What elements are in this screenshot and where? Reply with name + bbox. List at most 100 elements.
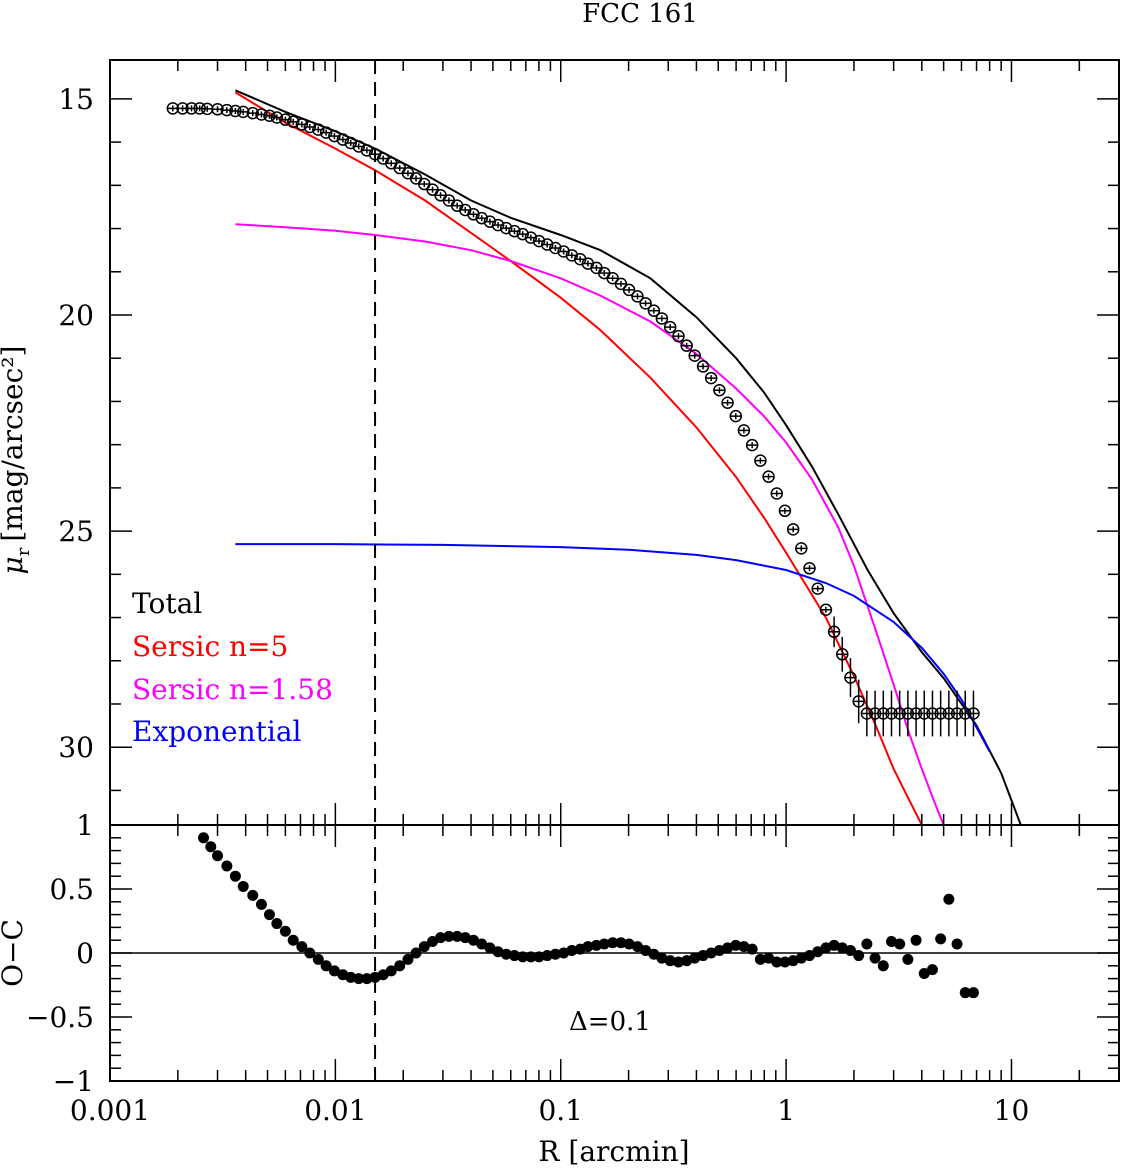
profile-point [696,360,710,373]
residual-point [910,934,922,946]
y-tick-label: 25 [58,515,94,548]
residual-point [287,934,299,946]
profile-point [844,658,857,698]
residual-point [935,933,947,945]
residual-point [237,880,249,892]
residual-point [926,964,938,976]
profile-point [967,690,980,737]
legend: Total Sersic n=5 Sersic n=1.58 Exponenti… [132,587,333,748]
residual-points [198,832,979,999]
residual-point [656,952,668,964]
residual-point [672,956,684,968]
residual-point [640,944,652,956]
residual-point [517,951,529,963]
legend-exponential: Exponential [132,715,302,748]
residual-point [533,951,545,963]
profile-point [376,152,390,165]
bottom-axis-ticks [109,824,1120,1082]
y-tick-label: 30 [58,731,94,764]
profile-point [409,172,423,185]
residual-point [959,987,971,999]
residual-point [812,946,824,958]
top-axis-ticks [109,60,1120,825]
profile-point [229,104,242,118]
x-axis-label: R [arcmin] [538,1135,689,1168]
residual-point [443,930,455,942]
profile-point [770,487,784,500]
y-tick-label: 0.5 [49,873,94,906]
x-tick-label: 1 [777,1094,795,1127]
residual-point [754,953,766,965]
x-tick-label: 0.1 [538,1094,583,1127]
residual-point [320,960,332,972]
top-y-tick-labels: 15 20 25 30 [58,83,94,764]
residual-point [664,955,676,967]
profile-point [385,157,398,170]
residual-point [476,938,488,950]
residual-point [598,938,610,950]
y-tick-label: −1 [53,1065,94,1098]
residual-point [730,939,742,951]
profile-point [319,126,333,139]
residual-point [394,960,406,972]
profile-point [606,272,619,285]
profile-point [795,542,808,555]
profile-point [729,409,743,423]
residual-point [361,973,373,985]
residual-point [631,941,643,953]
x-tick-label: 0.01 [304,1094,366,1127]
profile-point [426,183,439,196]
profile-point [393,161,406,175]
residual-point [877,960,889,972]
residual-point [844,944,856,956]
profile-point [819,603,833,617]
residual-point [312,953,324,965]
delta-annotation: Δ=0.1 [569,1007,651,1037]
residual-point [746,943,758,955]
profile-point [434,189,447,202]
residual-point [410,947,422,959]
residual-point [328,965,340,977]
profile-point [754,454,767,467]
residual-point [779,956,791,968]
residual-point [247,889,259,901]
profile-point [836,636,849,672]
profile-point [721,396,734,409]
residual-point [229,870,241,882]
legend-sersic-n5: Sersic n=5 [132,630,288,663]
profile-point [778,504,792,518]
profile-point [680,339,693,352]
residual-point [279,925,291,937]
residual-point [803,950,815,962]
residual-point [353,973,365,985]
x-tick-label: 10 [994,1094,1030,1127]
profile-point [639,297,652,310]
profile-point [655,312,669,325]
residual-point [705,947,717,959]
residual-point [918,967,930,979]
residual-panel-frame [109,824,1120,1082]
profile-point [255,108,268,121]
residual-point [467,934,479,946]
curve-exponential [235,543,991,752]
top-y-axis-label: μr[mag/arcsec²] [0,346,34,575]
profile-point [745,438,759,452]
chart-title: FCC 161 [582,0,698,29]
y-tick-label: 15 [58,83,94,116]
profile-point [704,371,718,385]
profile-point [737,424,751,437]
residual-point [435,932,447,944]
residual-point [541,950,553,962]
profile-point [418,177,431,191]
residual-point [951,938,963,950]
y-tick-label: 1 [76,809,94,842]
residual-point [607,937,619,949]
profile-point [811,582,824,595]
residual-point [304,947,316,959]
residual-point [943,893,955,905]
curve-sersic-n-5 [234,91,923,825]
profile-point [688,349,701,362]
legend-total: Total [132,587,202,620]
residual-point [418,941,430,953]
